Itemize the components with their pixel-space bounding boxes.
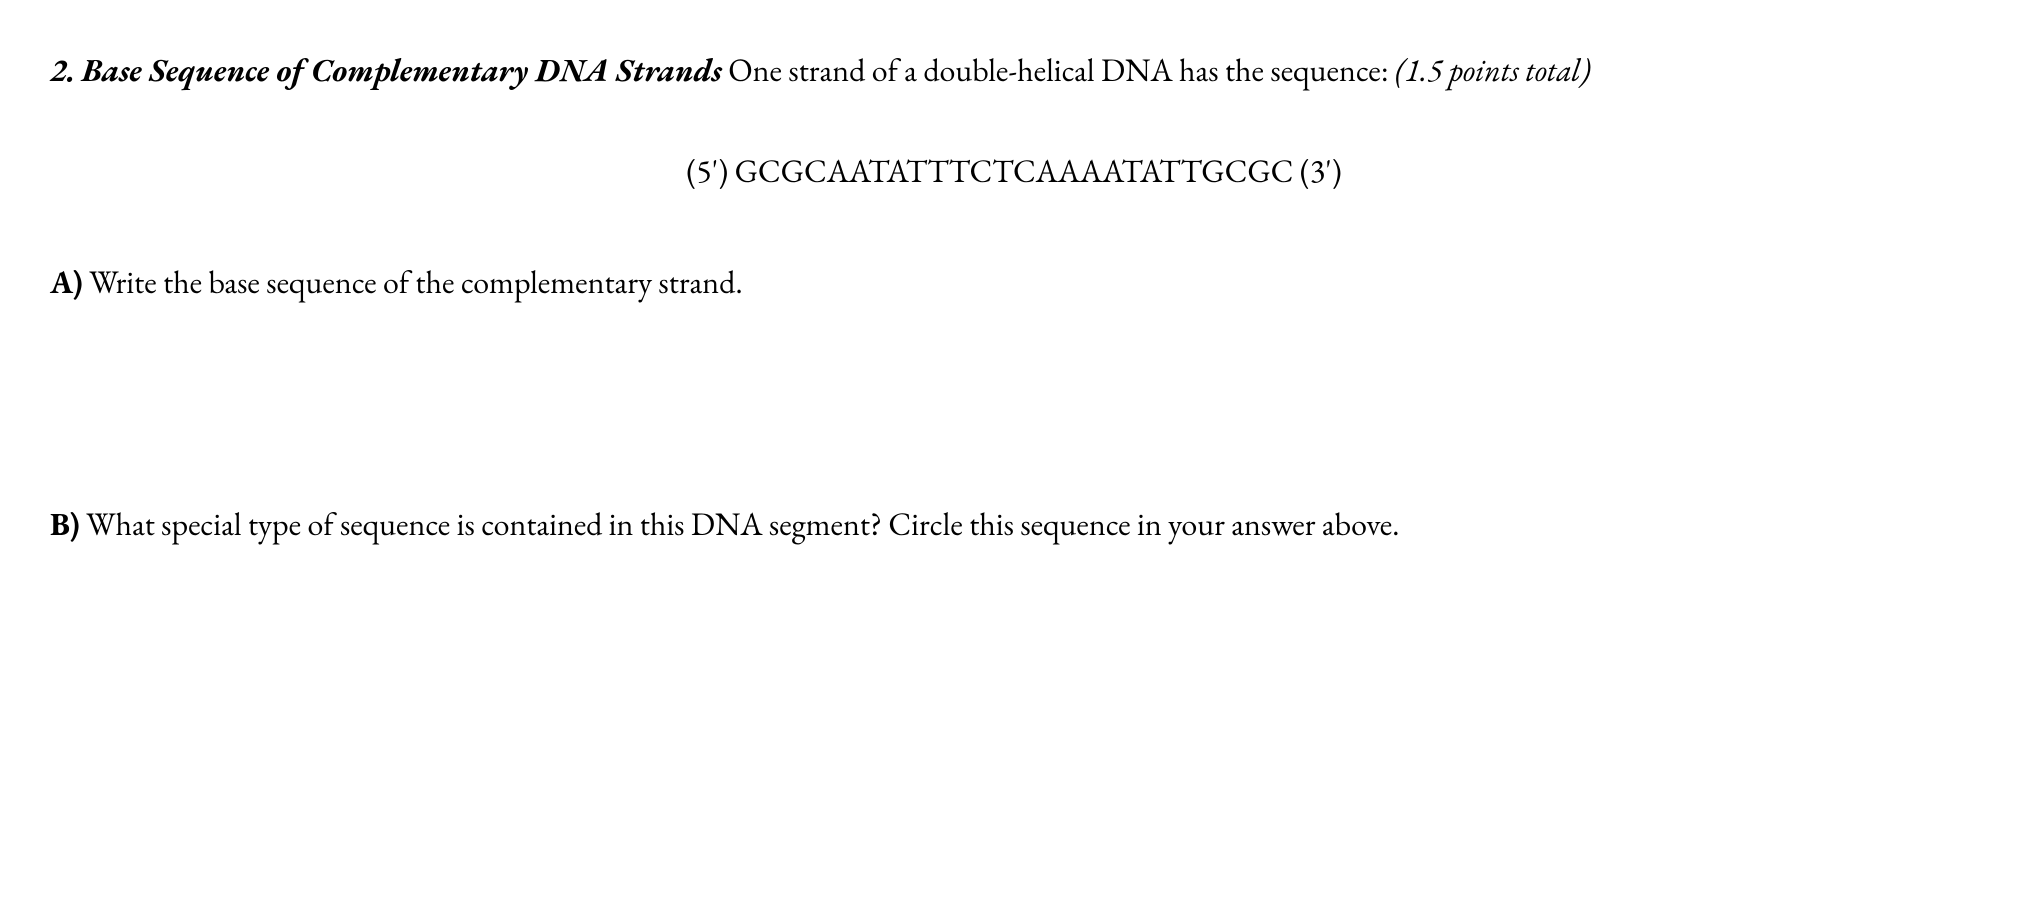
question-title: Base Sequence of Complementary DNA Stran… (82, 49, 722, 91)
part-b-text: What special type of sequence is contain… (80, 503, 1400, 545)
sequence-bases: GCGCAATATTTCTCAAAATATTGCGC (735, 150, 1294, 192)
part-b: B) What special type of sequence is cont… (50, 492, 1978, 556)
sequence-suffix: (3') (1300, 150, 1342, 192)
sequence-prefix: (5') (686, 150, 728, 192)
question-intro: 2. Base Sequence of Complementary DNA St… (50, 40, 1978, 101)
part-a: A) Write the base sequence of the comple… (50, 252, 1978, 313)
part-a-text: Write the base sequence of the complemen… (83, 261, 743, 303)
question-points: (1.5 points total) (1395, 49, 1590, 91)
part-b-label: B) (50, 503, 80, 545)
dna-sequence: (5') GCGCAATATTTCTCAAAATATTGCGC (3') (50, 141, 1978, 202)
part-a-label: A) (50, 261, 83, 303)
question-intro-text: One strand of a double-helical DNA has t… (722, 49, 1395, 91)
question-number: 2. (50, 49, 76, 91)
